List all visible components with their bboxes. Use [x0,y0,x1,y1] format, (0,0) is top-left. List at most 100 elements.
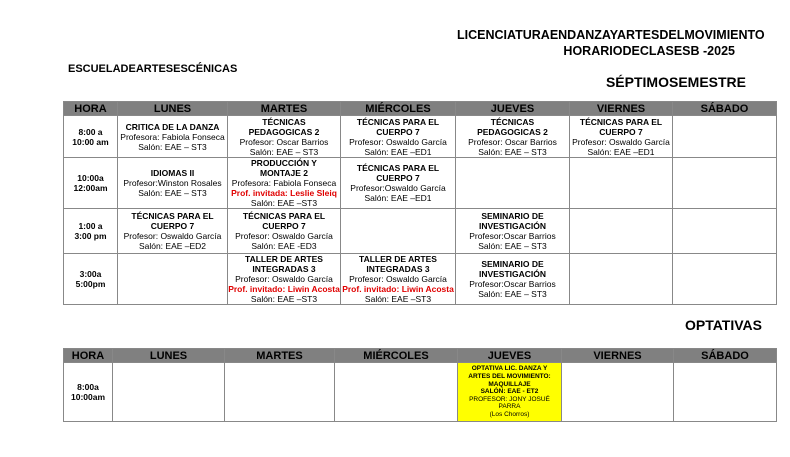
empty-cell [672,115,777,158]
optativa-title: MAQUILLAJE [488,380,531,388]
day-header: HORA [63,348,113,363]
professor: Profesor:Winston Rosales [123,178,222,188]
classroom: Salón: EAE – ST3 [478,146,547,157]
class-title: CUERPO 7 [376,126,420,137]
class-title: TÉCNICAS PARA EL [356,116,440,127]
classroom: Salón: EAE –ED1 [364,146,432,157]
classroom: Salón: EAE – ST3 [138,141,207,152]
time-cell: 8:00 a 10:00 am [63,115,118,158]
time-cell: 8:00a 10:00am [63,362,113,422]
class-cell: TÉCNICAS PARA EL CUERPO 7 Profesor: Oswald… [117,208,228,254]
day-header: MIÉRCOLES [340,101,456,116]
empty-cell [673,362,777,422]
class-cell: TALLER DE ARTES INTEGRADAS 3 Profesor: Osw… [227,253,341,305]
class-cell: IDIOMAS II Profesor:Winston Rosales Salón:… [117,157,228,209]
class-cell: PRODUCCIÓN Y MONTAJE 2 Profesora: Fabiola … [227,157,341,209]
time-text: 1:00 a [78,221,103,231]
professor: Profesor:Oscar Barrios [469,279,556,289]
class-cell: TALLER DE ARTES INTEGRADAS 3 Profesor: Osw… [340,253,456,305]
classroom: Salón: EAE – ST3 [249,146,319,157]
school-name: ESCUELADEARTESESCÉNICAS [68,63,238,75]
classroom: Salón: EAE – ST3 [478,241,547,251]
optativa-cell: OPTATIVA LIC. DANZA Y ARTES DEL MOVIMIENT… [457,362,562,422]
professor: Profesora: Fabiola Fonseca [231,178,337,188]
optativa-professor: PROFESOR: JONY JOSUÉ [469,395,550,403]
schedule-row: 3:00a 5:00pm TALLER DE ARTES INTEGRADAS 3 Pr… [63,253,777,305]
classroom: Salón: EAE –ST3 [250,198,318,208]
professor: Profesor:Oscar Barrios [469,231,556,241]
class-cell: CRITICA DE LA DANZA Profesora: Fabiola Fo… [117,115,228,158]
class-title: TÉCNICAS PARA EL [579,116,663,127]
class-title: SEMINARIO DE [481,211,544,221]
class-title: CUERPO 7 [376,173,420,183]
professor: Profesor: Oscar Barrios [468,136,557,147]
class-title: INTEGRADAS 3 [366,264,430,274]
optativa-title: ARTES DEL MOVIMIENTO: [468,373,551,381]
class-cell: TÉCNICAS PEDAGOGICAS 2 Profesor: Oscar Bar… [227,115,341,158]
guest-professor: Prof. invitado: Liwin Acosta [228,284,340,294]
time-text: 10:00am [70,392,106,402]
empty-cell [672,208,777,254]
classroom: Salón: EAE – ST3 [478,289,547,299]
day-header: VIERNES [561,348,674,363]
optativas-table: HORA LUNES MARTES MIÉRCOLES JUEVES VIERNES SÁB… [63,348,777,422]
empty-cell [672,253,777,305]
empty-cell [672,157,777,209]
class-cell: TÉCNICAS PARA EL CUERPO 7 Profesor: Oswald… [340,115,456,158]
class-title: TÉCNICAS PARA EL [356,163,440,173]
day-header: MARTES [224,348,335,363]
class-title: CUERPO 7 [599,126,643,137]
professor: Profesor: Oswaldo García [123,231,222,241]
time-cell: 10:00a 12:00am [63,157,118,209]
optativa-row: 8:00a 10:00am OPTATIVA LIC. DANZA Y ARTES D… [63,362,777,422]
professor: Profesor: Oswaldo García [235,231,333,241]
class-title: TÉCNICAS PARA EL [242,211,326,221]
optativa-title: SALÓN: EAE - ET2 [480,388,539,396]
class-title: TALLER DE ARTES [245,254,323,265]
classroom: Salón: EAE –ED1 [364,193,432,203]
day-header: SÁBADO [672,101,777,116]
time-cell: 1:00 a 3:00 pm [63,208,118,254]
classroom: Salón: EAE –ST3 [364,294,432,304]
schedule-row: 8:00 a 10:00 am CRITICA DE LA DANZA Profeso… [63,115,777,158]
empty-cell [224,362,335,422]
class-title: INTEGRADAS 3 [252,264,316,274]
classroom: Salón: EAE –ED2 [138,241,207,251]
time-text: 3:00 pm [74,231,107,241]
empty-cell [569,157,673,209]
optativa-professor: (Los Chorros) [489,410,530,418]
schedule-row: 1:00 a 3:00 pm TÉCNICAS PARA EL CUERPO 7 Pro… [63,208,777,254]
time-text: 12:00am [73,183,108,193]
guest-professor: Prof. invitada: Leslie Sleiq [231,188,337,198]
day-header: LUNES [117,101,228,116]
optativa-title: OPTATIVA LIC. DANZA Y [471,365,548,373]
schedule-title: HORARIODECLASESB -2025 [563,44,735,58]
empty-cell [569,208,673,254]
professor: Profesor: Oscar Barrios [239,136,329,147]
class-title: TÉCNICAS PARA EL [131,211,214,221]
professor: Profesor: Oswaldo García [235,274,333,284]
class-cell: TÉCNICAS PARA EL CUERPO 7 Profesor: Oswald… [227,208,341,254]
empty-cell [569,253,673,305]
day-header: JUEVES [455,101,570,116]
day-header: SÁBADO [673,348,777,363]
day-header: MIÉRCOLES [334,348,458,363]
classroom: Salón: EAE -ED3 [251,241,317,251]
class-cell: SEMINARIO DE INVESTIGACIÓN Profesor:Oscar … [455,208,570,254]
professor: Profesora: Fabiola Fonseca [120,131,225,142]
day-header: LUNES [112,348,225,363]
time-text: 10:00 am [72,136,109,147]
optativa-professor: PARRA [498,403,521,411]
professor: Profesor: Oswaldo García [349,136,447,147]
professor: Profesor:Oswaldo García [350,183,446,193]
class-title: TÉCNICAS [490,116,535,127]
day-header: HORA [63,101,118,116]
professor: Profesor: Oswaldo García [572,136,670,147]
class-title: PEDAGOGICAS 2 [477,126,548,137]
class-title: PRODUCCIÓN Y [251,158,317,169]
class-title: SEMINARIO DE [481,259,544,269]
schedule-table: HORA LUNES MARTES MIÉRCOLES JUEVES VIERNES SÁB… [63,101,777,305]
class-cell: TÉCNICAS PEDAGOGICAS 2 Profesor: Oscar Bar… [455,115,570,158]
empty-cell [334,362,458,422]
class-title: CRITICA DE LA DANZA [125,121,220,132]
